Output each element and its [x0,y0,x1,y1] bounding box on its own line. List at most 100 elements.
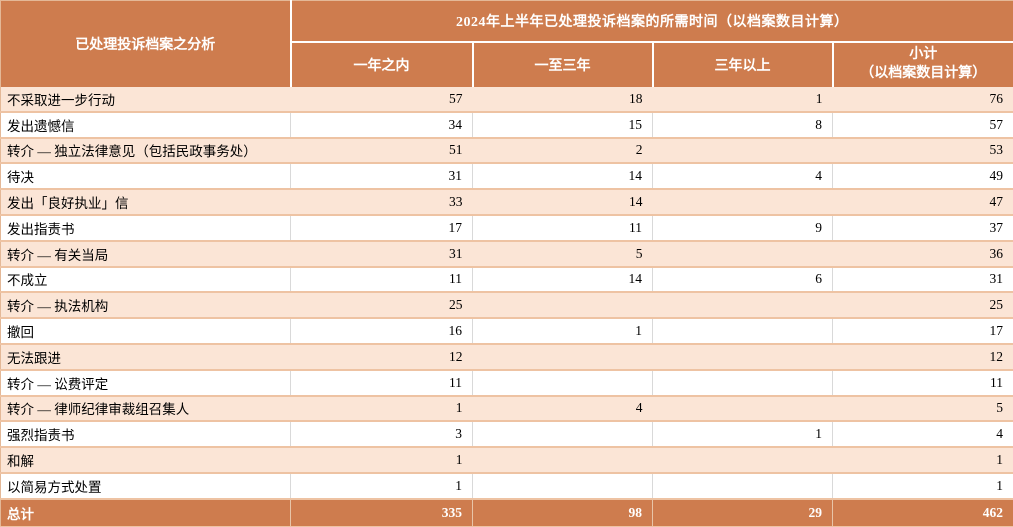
table-row: 不采取进一步行动 57 18 1 76 [0,87,1013,113]
value-cell-over-three-years: 9 [652,214,833,242]
table-row: 不成立 11 14 6 31 [0,266,1013,294]
value-cell-one-to-three-years: 14 [472,189,653,216]
value-cell-subtotal: 25 [832,292,1013,320]
total-value-one-to-three-years: 98 [472,498,653,527]
row-label: 不成立 [0,266,291,294]
value-cell-within-one-year: 11 [290,369,473,397]
row-label: 撤回 [0,318,291,345]
row-label: 发出「良好执业」信 [0,189,291,216]
header-row-sub: 一年之内 一至三年 三年以上 小计 （以档案数目计算） [1,42,1013,87]
row-label: 待决 [0,163,291,191]
value-cell-one-to-three-years [472,369,653,397]
total-value-within-one-year: 335 [290,498,473,527]
value-cell-subtotal: 76 [832,87,1013,113]
value-cell-over-three-years: 4 [652,163,833,191]
value-cell-one-to-three-years: 4 [472,395,653,423]
column-header-within-one-year: 一年之内 [290,42,473,87]
value-cell-subtotal: 5 [832,395,1013,423]
value-cell-within-one-year: 16 [290,318,473,345]
table-footer: 总计 335 98 29 462 [0,498,1013,527]
table-row: 发出「良好执业」信 33 14 47 [0,189,1013,216]
table-row: 强烈指责书 3 1 4 [0,421,1013,449]
value-cell-one-to-three-years [472,292,653,320]
value-cell-over-three-years [652,292,833,320]
row-label: 转介 — 律师纪律审裁组召集人 [0,395,291,423]
value-cell-one-to-three-years [472,472,653,500]
value-cell-within-one-year: 1 [290,472,473,500]
value-cell-within-one-year: 34 [290,111,473,139]
table-header: 已处理投诉档案之分析 2024年上半年已处理投诉档案的所需时间（以档案数目计算）… [0,0,1013,87]
value-cell-one-to-three-years: 14 [472,266,653,294]
value-cell-subtotal: 31 [832,266,1013,294]
value-cell-one-to-three-years: 18 [472,87,653,113]
value-cell-subtotal: 1 [832,472,1013,500]
table-row: 发出指责书 17 11 9 37 [0,214,1013,242]
row-label: 以简易方式处置 [0,472,291,500]
value-cell-subtotal: 47 [832,189,1013,216]
row-label: 转介 — 有关当局 [0,240,291,268]
table-row: 发出遗憾信 34 15 8 57 [0,111,1013,139]
value-cell-subtotal: 49 [832,163,1013,191]
row-label: 发出遗憾信 [0,111,291,139]
value-cell-over-three-years: 6 [652,266,833,294]
table-row: 撤回 16 1 17 [0,318,1013,345]
value-cell-within-one-year: 12 [290,343,473,371]
value-cell-over-three-years [652,343,833,371]
value-cell-one-to-three-years [472,343,653,371]
total-value-subtotal: 462 [832,498,1013,527]
value-cell-one-to-three-years: 1 [472,318,653,345]
table-body: 不采取进一步行动 57 18 1 76 发出遗憾信 34 15 8 57 转介 — 独立法律意见（包… [0,87,1013,500]
value-cell-one-to-three-years: 5 [472,240,653,268]
value-cell-subtotal: 4 [832,421,1013,449]
subtotal-header-line2: （以档案数目计算） [860,66,987,81]
value-cell-subtotal: 36 [832,240,1013,268]
row-label: 转介 — 执法机构 [0,292,291,320]
value-cell-subtotal: 11 [832,369,1013,397]
value-cell-over-three-years [652,369,833,397]
value-cell-over-three-years [652,318,833,345]
value-cell-subtotal: 53 [832,137,1013,165]
total-row: 总计 335 98 29 462 [0,498,1013,527]
row-label: 无法跟进 [0,343,291,371]
subtotal-header-line1: 小计 [909,47,938,63]
header-row-main: 已处理投诉档案之分析 2024年上半年已处理投诉档案的所需时间（以档案数目计算） [0,0,1013,87]
table-row: 转介 — 有关当局 31 5 36 [0,240,1013,268]
value-cell-over-three-years [652,189,833,216]
row-label: 不采取进一步行动 [0,87,291,113]
column-header-over-three-years: 三年以上 [651,42,833,87]
value-cell-within-one-year: 1 [290,395,473,423]
value-cell-over-three-years: 1 [652,87,833,113]
row-label: 和解 [0,447,291,474]
value-cell-one-to-three-years: 11 [472,214,653,242]
table-row: 转介 — 独立法律意见（包括民政事务处） 51 2 53 [0,137,1013,165]
value-cell-within-one-year: 17 [290,214,473,242]
value-cell-over-three-years [652,395,833,423]
table-row: 转介 — 执法机构 25 25 [0,292,1013,320]
row-label: 转介 — 讼费评定 [0,369,291,397]
corner-header-cell: 已处理投诉档案之分析 [0,0,292,87]
value-cell-within-one-year: 31 [290,240,473,268]
value-cell-subtotal: 1 [832,447,1013,474]
column-header-one-to-three-years: 一至三年 [471,42,653,87]
table-row: 转介 — 讼费评定 11 11 [0,369,1013,397]
table-row: 以简易方式处置 1 1 [0,472,1013,500]
value-cell-over-three-years [652,137,833,165]
value-cell-within-one-year: 11 [290,266,473,294]
value-cell-one-to-three-years [472,447,653,474]
value-cell-subtotal: 37 [832,214,1013,242]
row-label: 转介 — 独立法律意见（包括民政事务处） [0,137,291,165]
table-row: 无法跟进 12 12 [0,343,1013,371]
value-cell-over-three-years [652,447,833,474]
value-cell-subtotal: 57 [832,111,1013,139]
row-label: 强烈指责书 [0,421,291,449]
value-cell-one-to-three-years [472,421,653,449]
column-header-subtotal: 小计 （以档案数目计算） [831,42,1013,87]
value-cell-within-one-year: 31 [290,163,473,191]
table-row: 和解 1 1 [0,447,1013,474]
main-header-cell: 2024年上半年已处理投诉档案的所需时间（以档案数目计算） [290,0,1013,43]
value-cell-over-three-years: 8 [652,111,833,139]
value-cell-within-one-year: 25 [290,292,473,320]
value-cell-one-to-three-years: 2 [472,137,653,165]
